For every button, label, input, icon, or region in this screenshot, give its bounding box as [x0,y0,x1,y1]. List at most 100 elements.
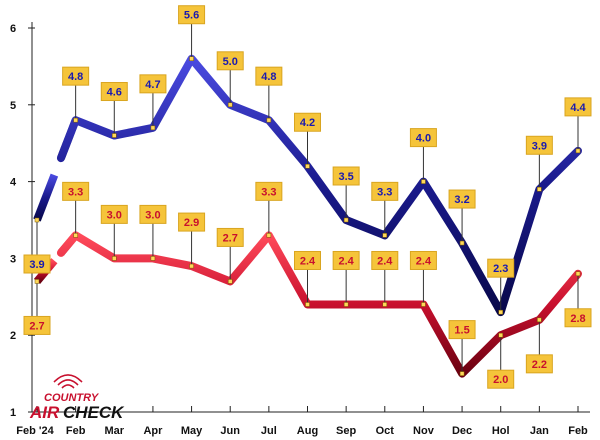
blue-label-box [525,135,553,155]
red-label-box [564,308,592,328]
y-tick-label: 2 [10,330,16,342]
y-tick-label: 3 [10,253,16,265]
red-label-box [62,181,90,201]
red-data-point [34,279,40,284]
blue-label-box [178,5,206,25]
red-data-point [498,332,503,338]
blue-label-box [255,66,283,86]
x-tick-label: Jun [220,425,240,437]
x-tick-label: Jan [530,425,549,437]
blue-label-box [139,74,167,94]
red-label-box [525,354,553,374]
red-label-box [487,369,515,389]
labels-layer: 3.9 4.8 4.6 4.7 5.6 5.0 4.8 4.2 3.5 3.3 4.0 3.2 2.3 3… [23,5,592,389]
y-tick-label: 4 [10,177,17,189]
red-label-box [216,227,244,247]
red-data-label: 3.0 [107,209,122,221]
blue-data-label: 5.6 [184,10,199,22]
red-data-label: 2.4 [416,255,432,267]
red-data-point [459,371,465,376]
red-label-box [178,212,206,232]
x-tick-label: Sep [336,425,356,437]
blue-data-label: 4.6 [107,87,122,99]
blue-label-box [409,128,437,148]
y-tick-label: 6 [10,23,16,35]
red-data-point [189,263,194,269]
red-data-point [382,302,388,307]
blue-label-box [564,97,592,117]
red-data-label: 3.3 [261,186,276,198]
x-tick-label: Mar [105,425,125,437]
red-data-point [112,256,117,261]
x-tick-label: Hol [492,425,510,437]
x-tick-label: Dec [452,425,472,437]
y-tick-label: 5 [10,100,16,112]
blue-data-label: 3.5 [338,171,353,183]
blue-data-label: 3.3 [377,186,392,198]
blue-data-point [73,117,78,123]
blue-label-box [332,166,360,186]
axes: 1 2 3 4 5 6 Feb '24 Feb Mar Apr May Jun Jul Aug Sep Oct… [10,22,590,437]
blue-data-point [227,102,233,108]
blue-label-box [487,258,515,278]
red-data-label: 2.4 [338,255,354,267]
blue-data-point [112,133,117,138]
red-label-box [409,250,437,270]
blue-data-point [305,163,310,169]
red-data-label: 2.7 [223,232,238,244]
logo-air-text: AIR [29,403,60,422]
red-label-box [371,250,399,270]
blue-data-point [537,187,542,192]
x-tick-label: Oct [376,425,395,437]
logo-check-text: CHECK [63,403,125,422]
x-tick-label: Aug [297,425,318,437]
x-tick-label: Jul [261,425,277,437]
red-label-box [23,315,51,335]
blue-data-label: 3.2 [454,194,469,206]
blue-data-point [266,117,272,123]
red-data-label: 2.8 [570,313,585,325]
blue-data-point [498,309,503,315]
blue-label-box [23,254,51,274]
blue-data-label: 4.8 [68,71,83,83]
blue-data-point [382,233,388,238]
red-label-box [139,204,167,224]
red-data-label: 2.2 [532,359,547,371]
blue-data-label: 3.9 [532,140,547,152]
blue-data-label: 4.0 [416,133,431,145]
blue-series-break-segment [33,173,59,222]
x-tick-label: Apr [143,425,163,437]
x-tick-label: Nov [413,425,435,437]
blue-data-label: 4.8 [261,71,276,83]
blue-data-label: 4.2 [300,117,315,129]
blue-label-box [100,82,128,102]
x-tick-label: Feb '24 [16,425,54,437]
red-data-point [537,317,542,323]
blue-label-box [62,66,90,86]
blue-label-box [294,112,321,132]
x-tick-label: Feb [66,425,86,437]
blue-data-label: 5.0 [223,56,238,68]
red-data-label: 2.0 [493,374,508,386]
blue-data-label: 2.3 [493,263,508,275]
red-data-point [305,302,310,307]
red-data-point [421,302,426,307]
red-data-label: 3.3 [68,186,83,198]
red-data-point [73,233,78,238]
red-label-box [294,250,321,270]
red-data-point [343,302,349,307]
red-data-point [150,256,156,261]
y-tick-label: 1 [10,407,16,419]
red-data-label: 2.4 [377,255,393,267]
red-data-label: 1.5 [454,325,469,337]
blue-label-box [448,189,476,209]
country-aircheck-logo: COUNTRY AIR CHECK [29,374,125,422]
blue-data-point [459,240,465,246]
logo-country-text: COUNTRY [44,392,100,404]
x-tick-label: Feb [568,425,588,437]
blue-data-label: 3.9 [29,259,44,271]
red-data-point [227,279,233,284]
blue-data-point [575,148,581,154]
